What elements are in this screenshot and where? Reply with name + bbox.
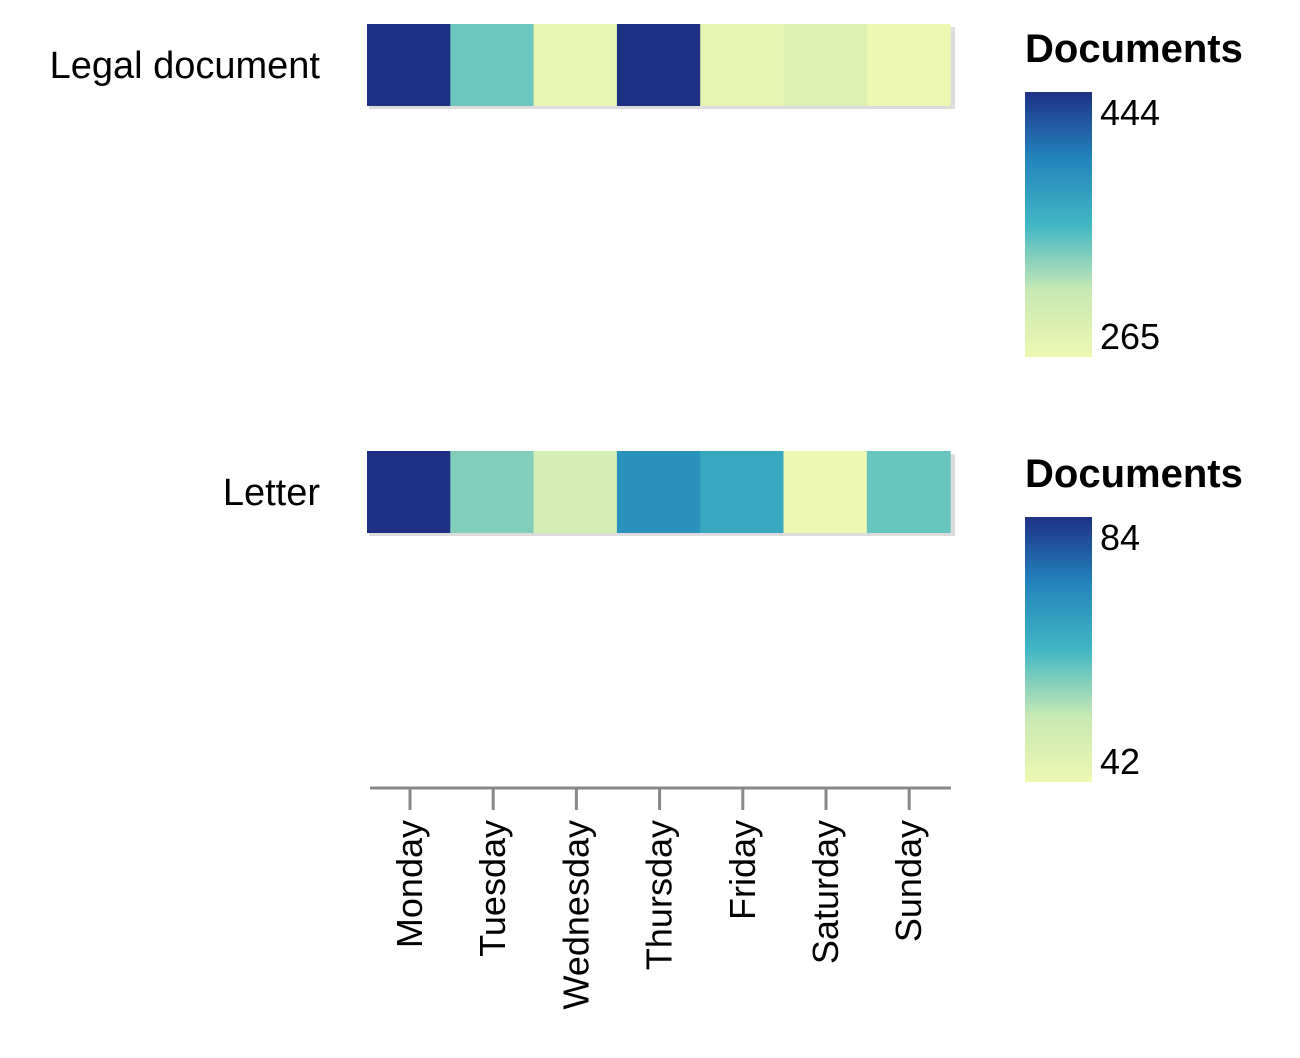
legend-title: Documents bbox=[1025, 452, 1243, 496]
heatmap-cell bbox=[367, 24, 451, 106]
legend-color-bar bbox=[1025, 92, 1092, 357]
heatmap-cell bbox=[700, 24, 785, 106]
legend-max-label: 84 bbox=[1100, 517, 1140, 558]
heatmap-rows: Legal document Letter bbox=[50, 24, 956, 536]
color-legend: Documents 84 42 bbox=[1025, 452, 1243, 782]
color-legend: Documents 444 265 bbox=[1025, 27, 1243, 357]
heatmap-cell bbox=[866, 24, 951, 106]
heatmap-cell bbox=[367, 451, 451, 533]
legend-color-bar bbox=[1025, 517, 1092, 782]
heatmap-cell bbox=[783, 451, 868, 533]
legend-title: Documents bbox=[1025, 27, 1243, 71]
heatmap-row: Legal document bbox=[50, 24, 956, 109]
x-tick-label: Sunday bbox=[888, 820, 929, 942]
x-tick-label: Tuesday bbox=[472, 820, 513, 957]
x-tick-label: Thursday bbox=[639, 820, 680, 970]
heatmap-row: Letter bbox=[223, 451, 956, 536]
heatmap-cell bbox=[450, 451, 535, 533]
x-tick-label: Monday bbox=[389, 820, 430, 948]
x-tick-label: Friday bbox=[722, 820, 763, 920]
heatmap-cell bbox=[616, 24, 701, 106]
x-tick-label: Saturday bbox=[805, 820, 846, 964]
row-label: Legal document bbox=[50, 45, 321, 87]
legend-min-label: 265 bbox=[1100, 316, 1160, 357]
heatmap-cell bbox=[450, 24, 535, 106]
x-axis: Monday Tuesday Wednesday Thursday Friday Satu… bbox=[370, 786, 951, 1009]
color-legends: Documents 444 265 Documents 84 42 bbox=[1025, 27, 1243, 782]
heatmap-cell bbox=[783, 24, 868, 106]
heatmap-cell bbox=[616, 451, 701, 533]
heatmap-cell bbox=[533, 451, 618, 533]
heatmap-cell bbox=[533, 24, 618, 106]
x-tick-label: Wednesday bbox=[555, 820, 596, 1009]
legend-min-label: 42 bbox=[1100, 741, 1140, 782]
row-label: Letter bbox=[223, 472, 321, 514]
heatmap-cell bbox=[866, 451, 951, 533]
heatmap-cell bbox=[700, 451, 785, 533]
legend-max-label: 444 bbox=[1100, 92, 1160, 133]
